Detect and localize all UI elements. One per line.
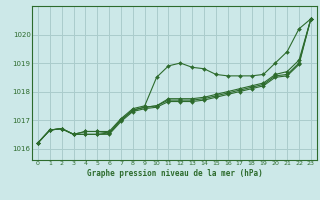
X-axis label: Graphe pression niveau de la mer (hPa): Graphe pression niveau de la mer (hPa) <box>86 169 262 178</box>
